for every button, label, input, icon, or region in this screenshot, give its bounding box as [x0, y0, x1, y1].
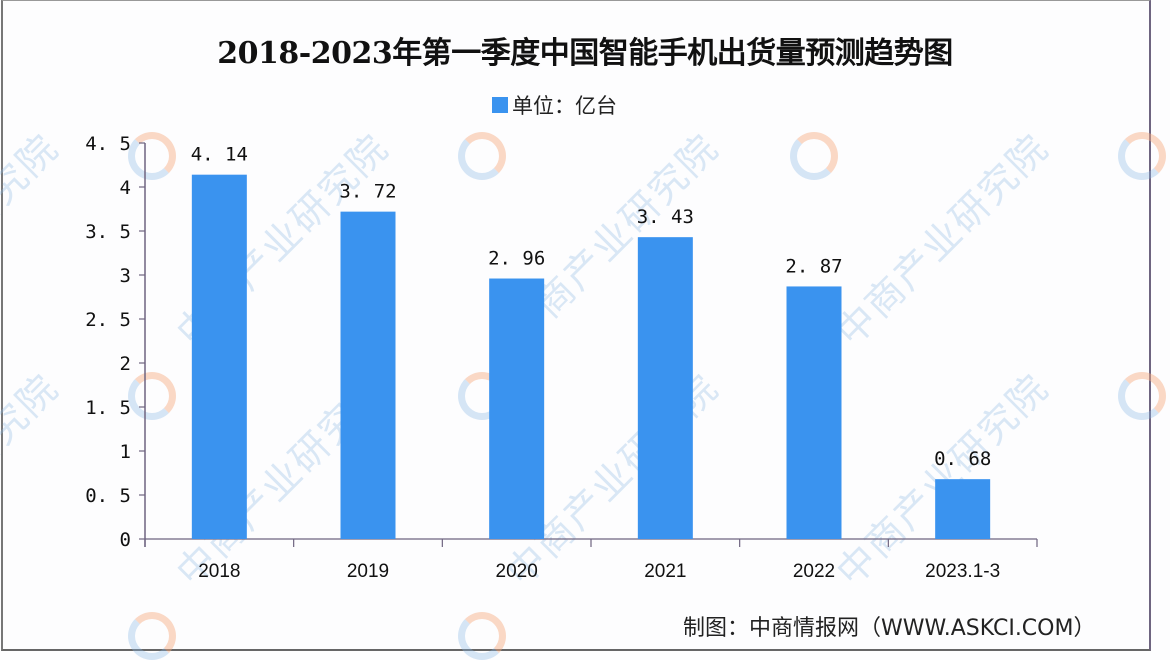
x-tick-label: 2021 — [644, 561, 686, 582]
bar — [340, 211, 396, 539]
x-tick-label: 2023.1-3 — [925, 561, 1000, 582]
legend: 单位：亿台 — [492, 90, 617, 120]
bar-value-label: 0. 68 — [934, 448, 991, 470]
bar — [489, 278, 545, 539]
bar — [786, 286, 842, 539]
bars: 4. 14 3. 72 2. 96 3. 43 2. 87 0. 68 — [191, 144, 991, 539]
bar-value-label: 2. 96 — [488, 248, 545, 270]
bar-value-label: 3. 43 — [637, 206, 694, 228]
y-tick-label: 2 — [120, 353, 131, 375]
x-axis: 2018 2019 2020 2021 2022 2023.1-3 — [144, 538, 1038, 582]
y-tick-label: 2. 5 — [85, 309, 131, 331]
y-tick-label: 0 — [120, 529, 131, 551]
x-tick-label: 2019 — [347, 561, 389, 582]
x-tick-label: 2018 — [198, 561, 240, 582]
y-tick-label: 4. 5 — [85, 133, 131, 155]
x-tick-label: 2022 — [793, 561, 835, 582]
bar-value-label: 2. 87 — [785, 255, 842, 277]
bar-value-label: 3. 72 — [339, 181, 396, 203]
x-tick-label: 2020 — [496, 561, 538, 582]
y-axis: 0 0. 5 1 1. 5 2 2. 5 3 3. 5 4 4. 5 — [85, 133, 146, 551]
source-credit: 制图：中商情报网（WWW.ASKCI.COM） — [683, 616, 1096, 641]
legend-label: 单位：亿台 — [512, 94, 617, 118]
y-tick-label: 0. 5 — [85, 485, 131, 507]
y-tick-label: 3 — [120, 265, 131, 287]
chart-title: 2018-2023年第一季度中国智能手机出货量预测趋势图 — [217, 36, 953, 71]
bar — [637, 237, 693, 539]
y-tick-label: 4 — [120, 177, 131, 199]
legend-swatch — [492, 97, 508, 113]
y-tick-label: 1. 5 — [85, 397, 131, 419]
bar — [191, 174, 247, 539]
y-tick-label: 3. 5 — [85, 221, 131, 243]
bar — [935, 479, 991, 539]
y-tick-label: 1 — [120, 441, 131, 463]
bar-value-label: 4. 14 — [191, 144, 248, 166]
chart-frame — [1, 0, 1151, 651]
